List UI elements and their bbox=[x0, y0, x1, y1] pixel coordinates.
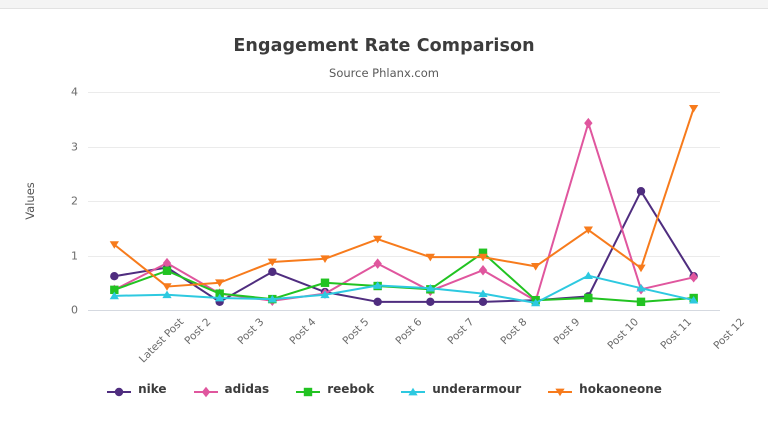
data-point-reebok-9[interactable] bbox=[584, 293, 593, 303]
x-axis-tick-4: Post 5 bbox=[340, 316, 372, 348]
data-point-hokaoneone-1[interactable] bbox=[162, 283, 172, 291]
chart-card: Engagement Rate Comparison Source Phlanx… bbox=[0, 9, 768, 441]
legend-item-reebok[interactable]: reebok bbox=[295, 382, 375, 397]
triangle-up-icon bbox=[400, 383, 426, 396]
data-point-hokaoneone-5[interactable] bbox=[373, 235, 383, 244]
plot-area: 0 1 2 3 4 bbox=[71, 86, 720, 317]
legend-label-underarmour: underarmour bbox=[432, 382, 522, 396]
gridline: 2 bbox=[71, 195, 720, 208]
series-line-nike bbox=[114, 190, 695, 303]
data-point-underarmour-10[interactable] bbox=[636, 284, 646, 292]
x-axis-tick-0: Latest Post bbox=[137, 316, 187, 366]
legend-item-hokaoneone[interactable]: hokaoneone bbox=[547, 382, 662, 397]
data-point-reebok-1[interactable] bbox=[162, 266, 172, 275]
data-point-underarmour-7[interactable] bbox=[478, 289, 488, 298]
y-axis-label: Values bbox=[23, 182, 37, 220]
data-point-nike-10[interactable] bbox=[636, 186, 646, 196]
data-point-hokaoneone-8[interactable] bbox=[531, 263, 541, 271]
data-point-underarmour-4[interactable] bbox=[320, 290, 330, 299]
data-point-nike-7[interactable] bbox=[478, 297, 488, 307]
x-axis-tick-3: Post 4 bbox=[287, 316, 319, 348]
data-point-hokaoneone-10[interactable] bbox=[636, 264, 646, 273]
series-line-adidas bbox=[113, 122, 694, 302]
legend-label-nike: nike bbox=[138, 382, 167, 396]
diamond-icon bbox=[193, 383, 219, 398]
gridline: 4 bbox=[71, 86, 720, 99]
data-point-underarmour-11[interactable] bbox=[689, 295, 699, 304]
x-axis-tick-7: Post 8 bbox=[498, 316, 530, 348]
x-axis-tick-11: Post 12 bbox=[710, 316, 747, 352]
series-line-underarmour bbox=[114, 274, 694, 304]
data-point-hokaoneone-2[interactable] bbox=[215, 279, 225, 287]
legend-item-nike[interactable]: nike bbox=[106, 382, 167, 397]
data-point-underarmour-6[interactable] bbox=[425, 284, 435, 292]
series-hokaoneone[interactable] bbox=[109, 104, 699, 291]
data-point-nike-0[interactable] bbox=[110, 272, 119, 281]
data-point-nike-3[interactable] bbox=[268, 267, 277, 277]
x-axis-tick-10: Post 11 bbox=[658, 316, 695, 352]
legend-label-reebok: reebok bbox=[327, 382, 375, 396]
data-point-underarmour-2[interactable] bbox=[215, 293, 225, 302]
data-point-reebok-2[interactable] bbox=[215, 289, 224, 298]
x-axis-tick-labels: Latest Post Post 2 Post 3 Post 4 Post 5 Post … bbox=[88, 316, 747, 376]
y-axis-tick-1: 1 bbox=[71, 249, 78, 262]
legend-label-hokaoneone: hokaoneone bbox=[579, 382, 662, 396]
data-point-reebok-0[interactable] bbox=[110, 285, 119, 295]
chart-title: Engagement Rate Comparison bbox=[233, 36, 535, 56]
gridline: 3 bbox=[71, 140, 720, 153]
data-point-adidas-9[interactable] bbox=[584, 117, 593, 129]
data-point-hokaoneone-6[interactable] bbox=[425, 253, 435, 262]
y-axis-tick-4: 4 bbox=[71, 85, 78, 99]
data-point-underarmour-9[interactable] bbox=[583, 271, 593, 280]
legend-item-adidas[interactable]: adidas bbox=[193, 382, 270, 398]
square-icon bbox=[295, 383, 321, 397]
data-point-hokaoneone-7[interactable] bbox=[478, 253, 488, 262]
data-point-hokaoneone-9[interactable] bbox=[583, 226, 593, 235]
x-axis-tick-1: Post 2 bbox=[182, 316, 214, 348]
x-axis-tick-9: Post 10 bbox=[605, 316, 642, 352]
data-point-adidas-5[interactable] bbox=[373, 258, 382, 269]
data-point-underarmour-5[interactable] bbox=[373, 281, 383, 289]
y-axis-tick-3: 3 bbox=[71, 140, 78, 153]
data-point-reebok-10[interactable] bbox=[636, 297, 646, 307]
data-point-nike-5[interactable] bbox=[373, 297, 382, 307]
gridline: 0 bbox=[71, 304, 720, 317]
circle-icon bbox=[106, 383, 132, 397]
data-point-hokaoneone-11[interactable] bbox=[689, 104, 699, 113]
y-axis-tick-0: 0 bbox=[71, 303, 78, 317]
chart-subtitle: Source Phlanx.com bbox=[329, 66, 439, 80]
data-point-underarmour-0[interactable] bbox=[109, 291, 119, 300]
data-point-hokaoneone-4[interactable] bbox=[320, 255, 330, 263]
data-point-underarmour-8[interactable] bbox=[531, 298, 541, 307]
data-point-reebok-7[interactable] bbox=[478, 248, 488, 257]
data-point-reebok-4[interactable] bbox=[320, 278, 330, 287]
x-axis-tick-5: Post 6 bbox=[393, 316, 425, 348]
series-adidas[interactable] bbox=[110, 117, 698, 306]
data-point-underarmour-1[interactable] bbox=[162, 290, 172, 299]
data-point-underarmour-3[interactable] bbox=[267, 294, 277, 303]
x-axis-tick-2: Post 3 bbox=[235, 316, 267, 348]
x-axis-tick-8: Post 9 bbox=[551, 316, 583, 348]
gridline: 1 bbox=[71, 249, 720, 262]
data-point-nike-6[interactable] bbox=[426, 297, 435, 307]
legend-label-adidas: adidas bbox=[224, 382, 270, 396]
series-line-hokaoneone bbox=[113, 108, 695, 288]
series-layer bbox=[109, 104, 699, 307]
chart-legend: nike adidas reebok underarmour hokaoneone bbox=[0, 382, 768, 398]
data-point-hokaoneone-3[interactable] bbox=[267, 258, 277, 267]
triangle-down-icon bbox=[547, 383, 573, 397]
legend-item-underarmour[interactable]: underarmour bbox=[400, 382, 521, 396]
x-axis-tick-6: Post 7 bbox=[445, 316, 477, 348]
data-point-adidas-7[interactable] bbox=[478, 264, 488, 276]
window-top-bar bbox=[0, 0, 768, 9]
data-point-hokaoneone-0[interactable] bbox=[109, 241, 119, 249]
data-point-adidas-11[interactable] bbox=[689, 272, 698, 283]
y-axis-tick-2: 2 bbox=[71, 194, 78, 208]
series-underarmour[interactable] bbox=[109, 271, 699, 307]
